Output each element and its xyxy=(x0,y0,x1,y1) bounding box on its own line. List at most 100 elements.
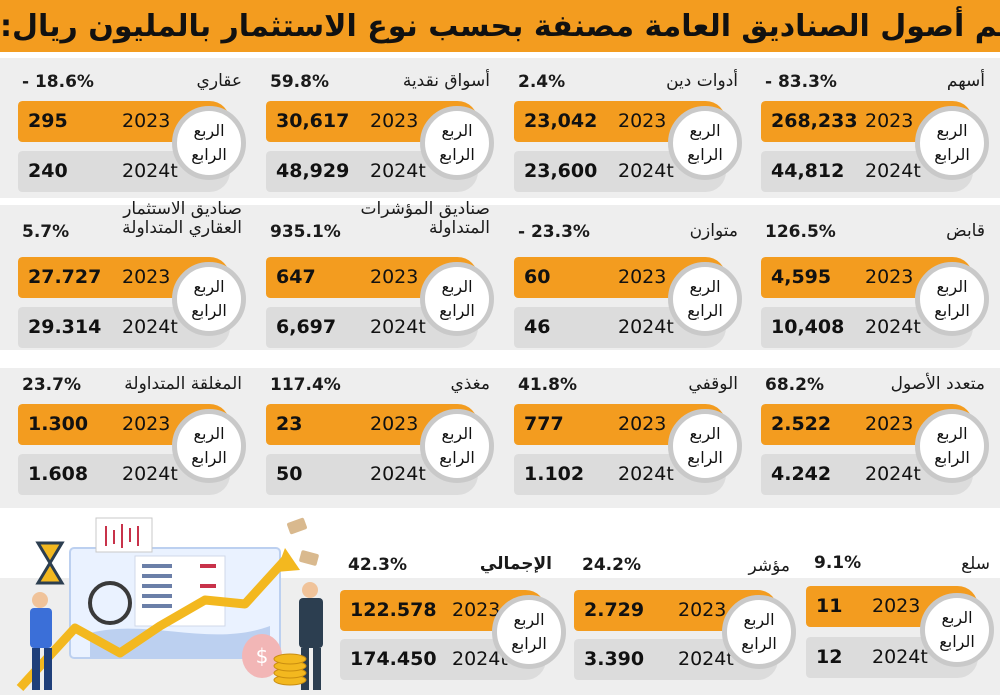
quarter-line2: الرابع xyxy=(191,145,227,164)
quarter-line2: الرابع xyxy=(191,301,227,320)
card-debt-instruments: أدوات دين 2.4% 23,042 2023 23,600 2024t ال… xyxy=(514,72,742,200)
category-label: قابض xyxy=(946,221,985,241)
change-percent: 935.1% xyxy=(270,222,341,242)
change-percent: 59.8% xyxy=(270,72,329,92)
value-2023: 268,233 xyxy=(771,110,858,132)
year-label: 2024t xyxy=(865,463,921,485)
change-percent: 68.2% xyxy=(765,375,824,395)
quarter-line2: الرابع xyxy=(687,145,723,164)
business-growth-illustration-icon: $ xyxy=(16,517,323,692)
category-label: مغذي xyxy=(450,374,490,394)
quarter-badge: الربع الرابع xyxy=(920,593,994,667)
value-2024: 3.390 xyxy=(584,648,645,670)
quarter-badge: الربع الرابع xyxy=(668,409,742,483)
quarter-badge: الربع الرابع xyxy=(420,106,494,180)
value-2023: 4,595 xyxy=(771,266,832,288)
year-label: 2024t xyxy=(618,160,674,182)
year-label: 2024t xyxy=(872,646,928,668)
year-label: 2024t xyxy=(865,160,921,182)
change-percent: 24.2% xyxy=(582,555,641,575)
value-2024: 4.242 xyxy=(771,463,832,485)
value-2023: 27.727 xyxy=(28,266,102,288)
quarter-badge: الربع الرابع xyxy=(172,106,246,180)
card-real-estate: عقاري - 18.6% 295 2023 240 2024t الربع الرا… xyxy=(18,72,246,200)
value-2024: 23,600 xyxy=(524,160,598,182)
change-percent: - 83.3% xyxy=(765,72,837,92)
category-label: صناديق الاستثمار العقاري المتداولة xyxy=(122,199,242,238)
value-2023: 2.522 xyxy=(771,413,832,435)
change-percent: 2.4% xyxy=(518,72,566,92)
value-2023: 60 xyxy=(524,266,551,288)
change-percent: 41.8% xyxy=(518,375,577,395)
value-2023: 122.578 xyxy=(350,599,437,621)
quarter-badge: الربع الرابع xyxy=(420,409,494,483)
year-label: 2024t xyxy=(122,463,178,485)
value-2024: 12 xyxy=(816,646,843,668)
quarter-line2: الرابع xyxy=(511,634,547,653)
year-label: 2023 xyxy=(872,595,921,617)
quarter-line2: الرابع xyxy=(191,448,227,467)
year-label: 2023 xyxy=(865,266,914,288)
quarter-line2: الرابع xyxy=(939,632,975,651)
title-bar: قيم أصول الصناديق العامة مصنفة بحسب نوع … xyxy=(0,0,1000,52)
category-label: عقاري xyxy=(196,71,242,91)
quarter-badge: الربع الرابع xyxy=(722,595,796,669)
category-label: أسواق نقدية xyxy=(402,71,490,91)
category-label: صناديق المؤشرات المتداولة xyxy=(360,199,491,238)
change-percent: - 18.6% xyxy=(22,72,94,92)
card-closed-ended-traded: المغلقة المتداولة 23.7% 1.300 2023 1.608 2… xyxy=(18,375,246,503)
category-label: متوازن xyxy=(689,221,738,241)
year-label: 2024t xyxy=(618,316,674,338)
quarter-line1: الربع xyxy=(936,424,968,443)
quarter-badge: الربع الرابع xyxy=(915,409,989,483)
year-label: 2023 xyxy=(370,110,419,132)
year-label: 2024t xyxy=(370,160,426,182)
quarter-badge: الربع الرابع xyxy=(492,595,566,669)
value-2023: 2.729 xyxy=(584,599,645,621)
change-percent: - 23.3% xyxy=(518,222,590,242)
card-stocks: أسهم - 83.3% 268,233 2023 44,812 2024t الر… xyxy=(761,72,989,200)
category-label: المغلقة المتداولة xyxy=(124,374,242,394)
quarter-badge: الربع الرابع xyxy=(668,106,742,180)
value-2023: 23 xyxy=(276,413,303,435)
quarter-line1: الربع xyxy=(513,610,545,629)
value-2023: 777 xyxy=(524,413,564,435)
year-label: 2023 xyxy=(678,599,727,621)
category-label: مؤشر xyxy=(748,556,790,576)
quarter-line1: الربع xyxy=(193,424,225,443)
year-label: 2024t xyxy=(370,316,426,338)
year-label: 2023 xyxy=(122,110,171,132)
value-2024: 1.102 xyxy=(524,463,585,485)
year-label: 2024t xyxy=(678,648,734,670)
quarter-line1: الربع xyxy=(193,277,225,296)
year-label: 2023 xyxy=(122,413,171,435)
year-label: 2024t xyxy=(122,316,178,338)
quarter-line2: الرابع xyxy=(439,301,475,320)
quarter-line1: الربع xyxy=(743,610,775,629)
value-2024: 240 xyxy=(28,160,68,182)
card-feeder: مغذي 117.4% 23 2023 50 2024t الربع الرابع xyxy=(266,375,494,503)
card-endowment: الوقفي 41.8% 777 2023 1.102 2024t الربع الر… xyxy=(514,375,742,503)
quarter-line2: الرابع xyxy=(934,145,970,164)
category-label: الإجمالي xyxy=(479,554,552,574)
year-label: 2023 xyxy=(618,110,667,132)
card-money-markets: أسواق نقدية 59.8% 30,617 2023 48,929 2024t… xyxy=(266,72,494,200)
quarter-line2: الرابع xyxy=(439,448,475,467)
quarter-line2: الرابع xyxy=(934,448,970,467)
value-2024: 48,929 xyxy=(276,160,350,182)
quarter-line1: الربع xyxy=(441,424,473,443)
quarter-line1: الربع xyxy=(193,121,225,140)
card-index: مؤشر 24.2% 2.729 2023 3.390 2024t الربع الر… xyxy=(574,555,796,683)
card-commodities: سلع 9.1% 11 2023 12 2024t الربع الرابع xyxy=(806,553,994,681)
category-label: أسهم xyxy=(946,71,985,91)
quarter-line1: الربع xyxy=(936,121,968,140)
quarter-line1: الربع xyxy=(689,277,721,296)
year-label: 2024t xyxy=(865,316,921,338)
quarter-badge: الربع الرابع xyxy=(420,262,494,336)
quarter-badge: الربع الرابع xyxy=(915,106,989,180)
page-title: قيم أصول الصناديق العامة مصنفة بحسب نوع … xyxy=(0,8,1000,44)
category-label: سلع xyxy=(961,554,990,574)
year-label: 2023 xyxy=(865,110,914,132)
value-2023: 30,617 xyxy=(276,110,350,132)
quarter-line1: الربع xyxy=(689,121,721,140)
